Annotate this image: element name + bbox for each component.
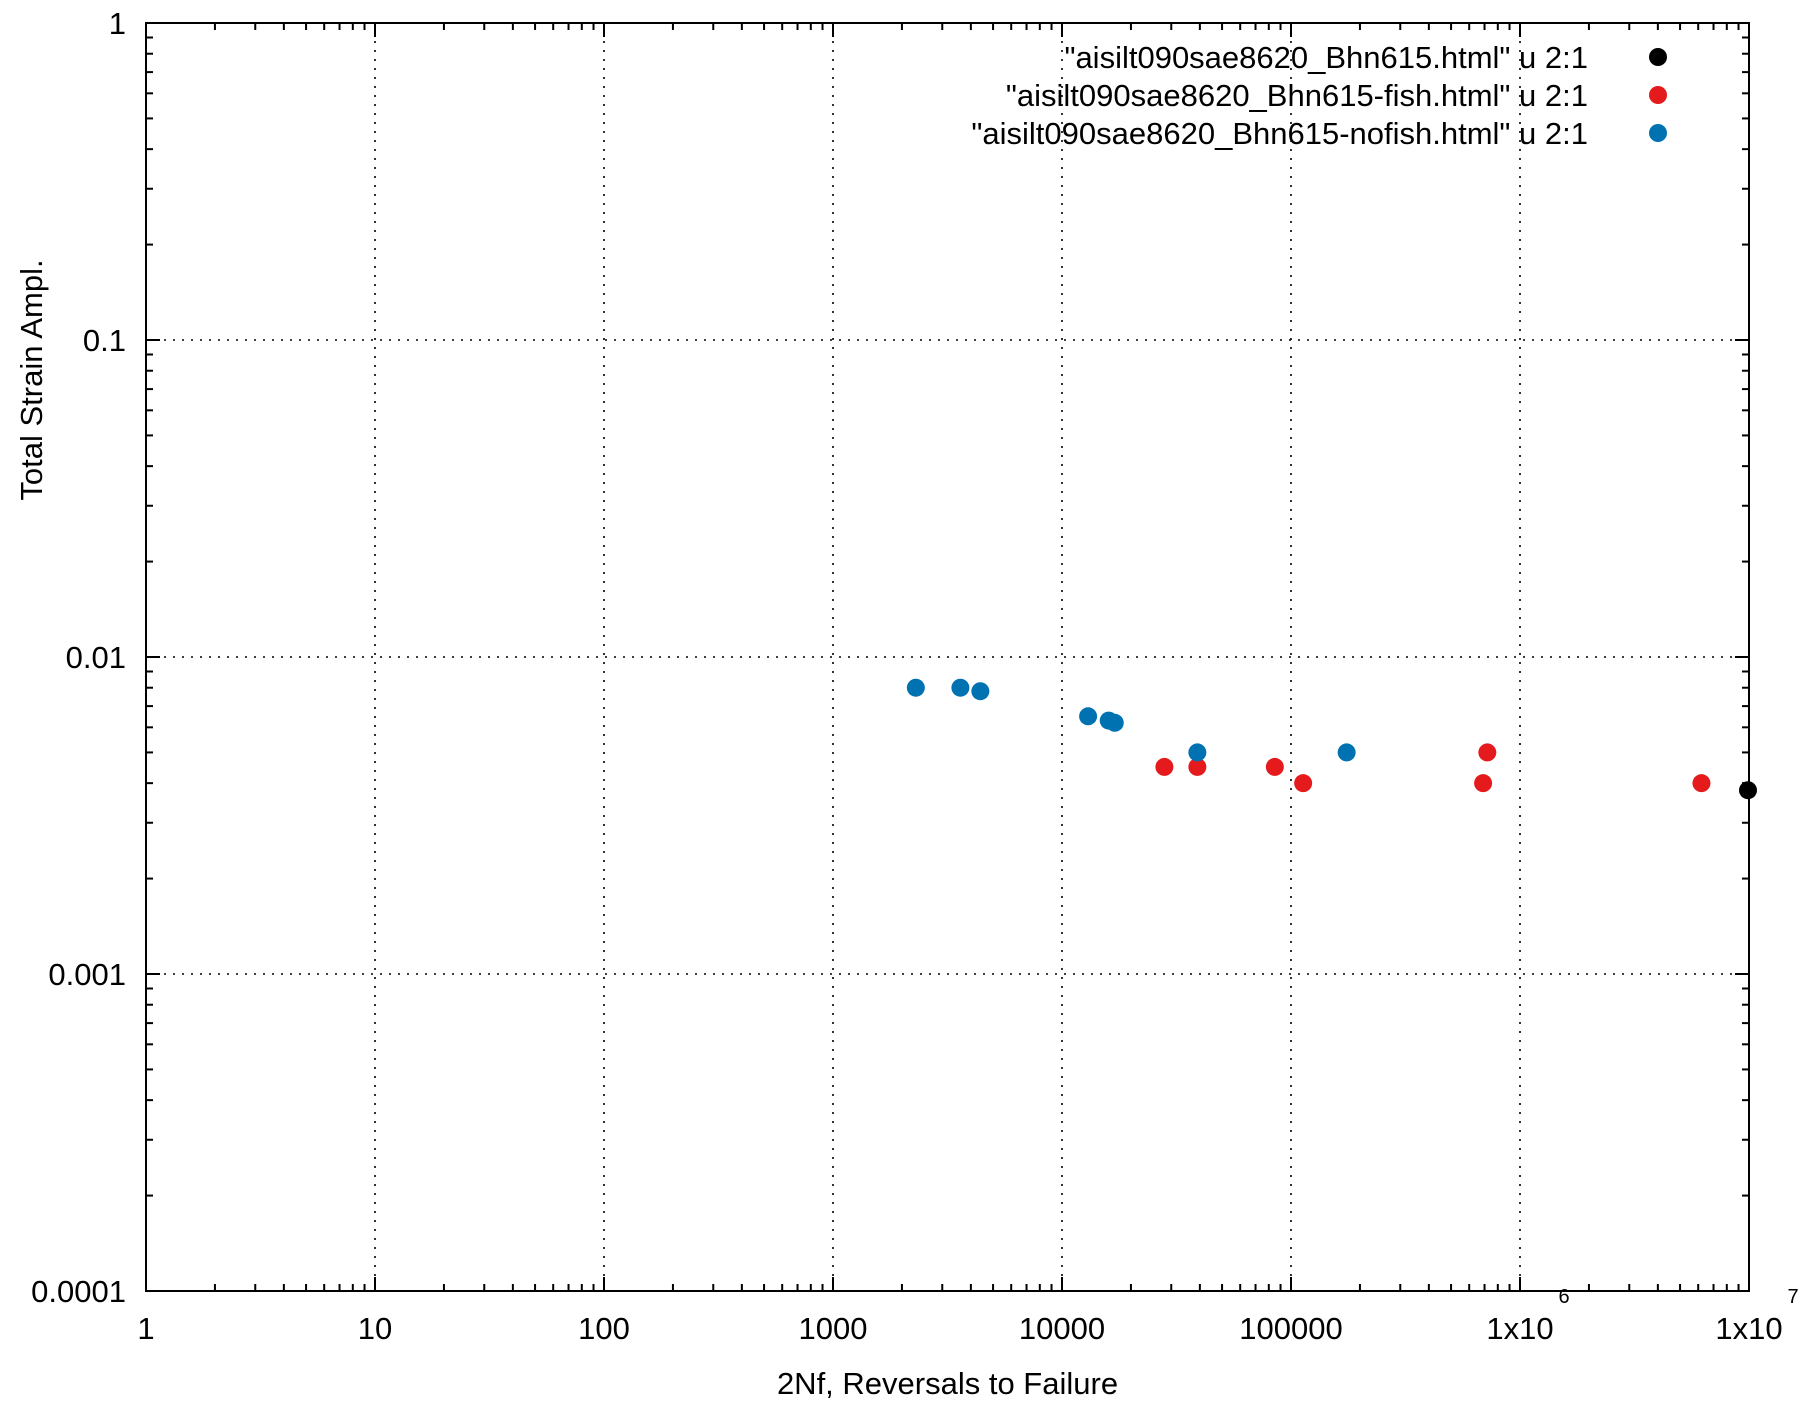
- legend-label: "aisilt090sae8620_Bhn615-fish.html" u 2:…: [1006, 78, 1588, 113]
- data-point: [1265, 757, 1284, 776]
- tick-labels: 1 10 100 1000 10000 100000 1x1061x1070.00010.0…: [31, 6, 1798, 1346]
- x-tick-exponent: 7: [1787, 1286, 1798, 1308]
- legend-label: "aisilt090sae8620_Bhn615.html" u 2:1: [1064, 40, 1588, 75]
- data-point: [951, 678, 970, 697]
- data-point: [1337, 743, 1356, 762]
- x-tick-label: 100: [578, 1311, 630, 1346]
- data-point: [1188, 743, 1207, 762]
- data-point: [1105, 713, 1124, 732]
- grid: [146, 23, 1749, 1291]
- x-tick-label: 1x10: [1715, 1311, 1782, 1346]
- x-axis-title: 2Nf, Reversals to Failure: [777, 1366, 1118, 1401]
- data-point: [1478, 743, 1497, 762]
- data-point: [1692, 774, 1711, 793]
- y-tick-label: 0.0001: [31, 1274, 126, 1309]
- y-tick-label: 0.01: [66, 640, 126, 675]
- y-tick-label: 1: [109, 6, 126, 41]
- axis-ticks: [145, 22, 1750, 1292]
- legend-marker: [1649, 124, 1667, 142]
- data-point: [1155, 757, 1174, 776]
- data-point: [1294, 774, 1313, 793]
- y-axis-title: Total Strain Ampl.: [14, 259, 49, 500]
- y-tick-label: 0.1: [83, 323, 126, 358]
- x-tick-label: 1000: [799, 1311, 868, 1346]
- x-tick-label: 10000: [1019, 1311, 1105, 1346]
- data-points: [906, 678, 1758, 800]
- data-point: [1079, 707, 1098, 726]
- legend-label: "aisilt090sae8620_Bhn615-nofish.html" u …: [971, 116, 1588, 151]
- data-point: [1474, 774, 1493, 793]
- data-point: [1188, 757, 1207, 776]
- x-tick-label: 100000: [1239, 1311, 1342, 1346]
- data-point: [971, 682, 990, 701]
- y-tick-label: 0.001: [48, 957, 126, 992]
- legend-marker: [1649, 86, 1667, 104]
- data-point: [906, 678, 925, 697]
- x-tick-label: 10: [358, 1311, 392, 1346]
- x-tick-label: 1x10: [1486, 1311, 1553, 1346]
- plot-frame: [145, 22, 1750, 1292]
- legend-marker: [1649, 48, 1667, 66]
- legend: "aisilt090sae8620_Bhn615.html" u 2:1"ais…: [971, 40, 1667, 151]
- x-tick-label: 1: [137, 1311, 154, 1346]
- x-tick-exponent: 6: [1558, 1286, 1569, 1308]
